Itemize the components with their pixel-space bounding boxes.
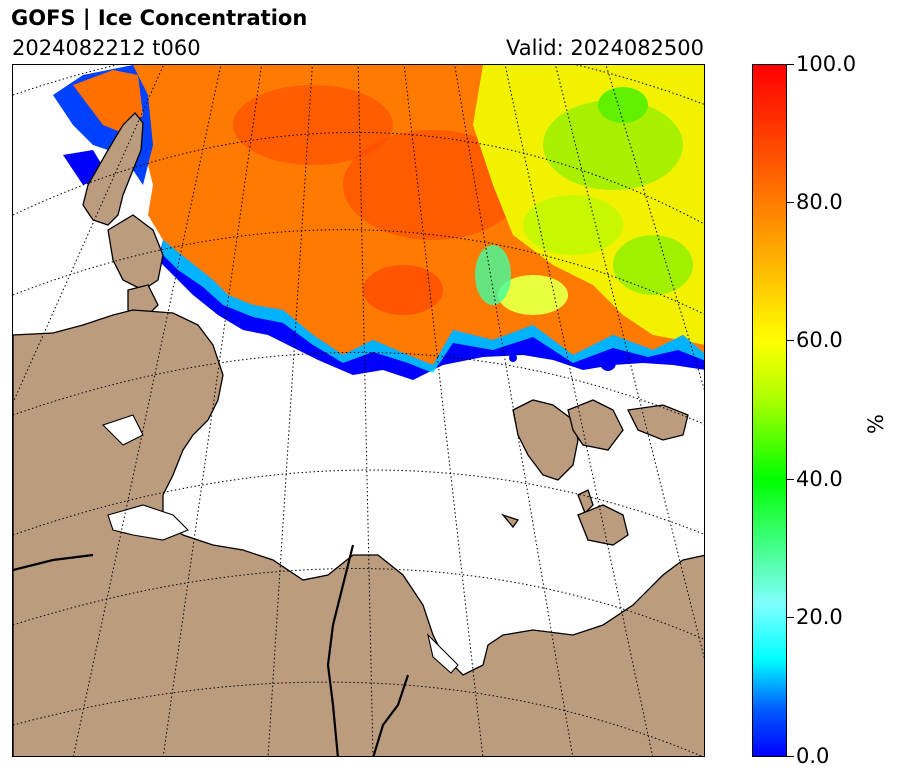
colorbar-tick [787,479,794,480]
colorbar-tick-label: 60.0 [796,328,843,352]
colorbar-tick [787,617,794,618]
colorbar-tick-label: 80.0 [796,190,843,214]
colorbar-tick-label: 0.0 [796,744,830,768]
colorbar-tick-label: 20.0 [796,605,843,629]
ice-concentration-map [12,64,705,757]
colorbar-tick [787,64,794,65]
land-masses [13,112,704,756]
colorbar-tick [787,340,794,341]
valid-time-label: Valid: 2024082500 [506,36,704,60]
colorbar-gradient [753,65,786,756]
figure-title: GOFS | Ice Concentration [11,6,308,30]
colorbar-tick-label: 100.0 [796,52,857,76]
colorbar-tick [787,756,794,757]
map-canvas [13,65,704,756]
colorbar [752,64,787,757]
colorbar-tick [787,202,794,203]
init-time-label: 2024082212 t060 [12,36,201,60]
colorbar-unit-label: % [863,414,888,434]
ice-edge [158,240,704,380]
colorbar-tick-label: 40.0 [796,467,843,491]
graticule [13,65,704,756]
